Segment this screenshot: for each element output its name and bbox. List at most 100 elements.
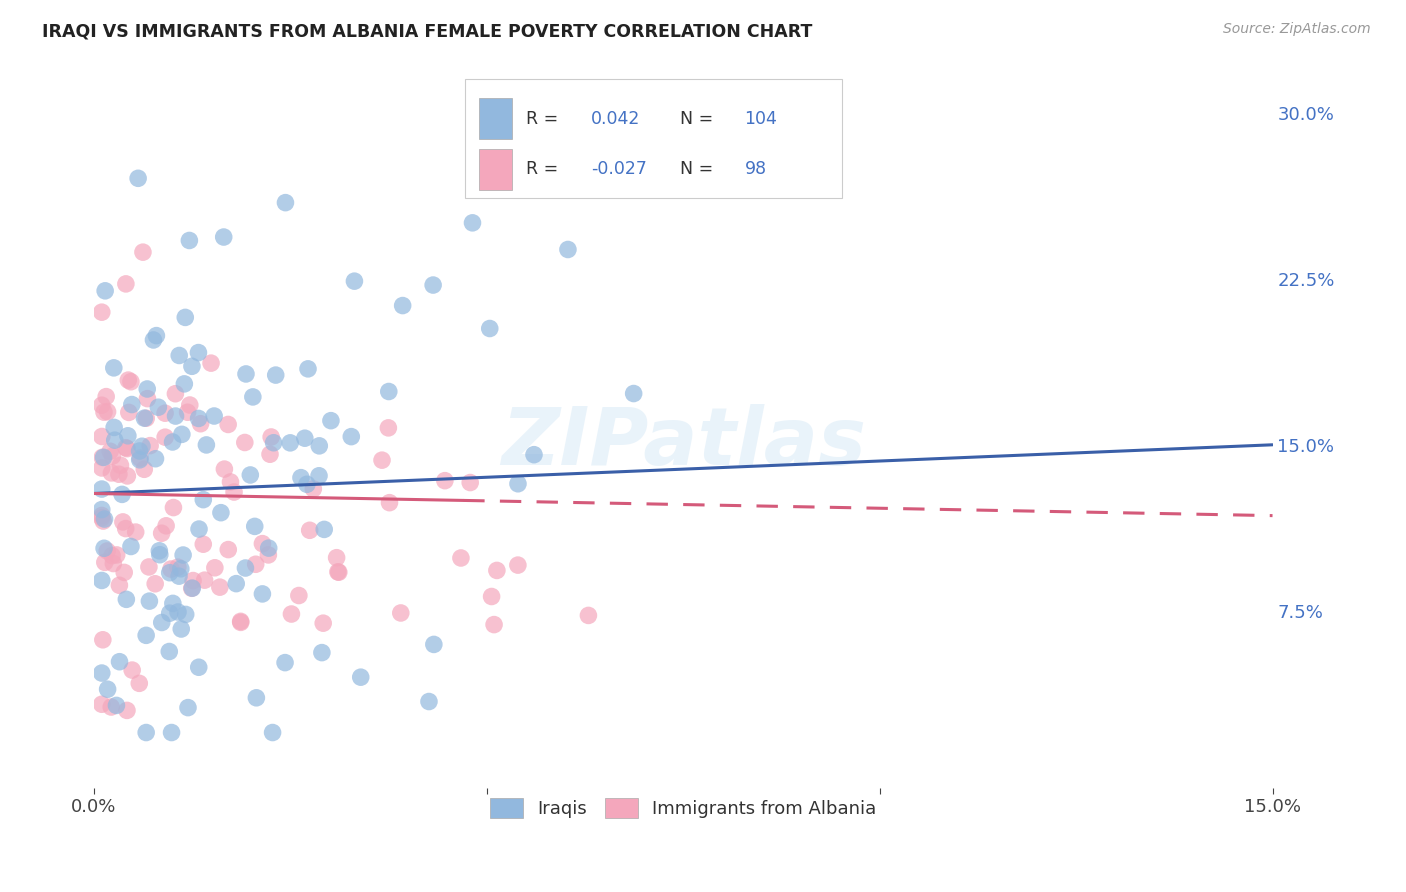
Point xyxy=(378,496,401,510)
Point xyxy=(167,569,190,583)
Point xyxy=(177,700,200,714)
Point xyxy=(93,541,115,556)
Point xyxy=(506,476,529,491)
Point xyxy=(93,512,115,526)
Point xyxy=(94,555,117,569)
Point xyxy=(166,560,188,574)
Point xyxy=(245,690,267,705)
Point xyxy=(319,414,342,428)
Point xyxy=(170,427,193,442)
Point xyxy=(187,660,209,674)
Point xyxy=(121,398,143,412)
Point xyxy=(134,462,156,476)
Point xyxy=(155,518,177,533)
Text: -0.027: -0.027 xyxy=(592,161,647,178)
Point xyxy=(263,435,285,450)
Point xyxy=(494,167,516,181)
Point xyxy=(450,551,472,566)
Point xyxy=(108,655,131,669)
Point xyxy=(112,566,135,580)
Point xyxy=(165,409,187,423)
FancyBboxPatch shape xyxy=(465,79,842,198)
Text: 98: 98 xyxy=(745,161,766,178)
Point xyxy=(264,368,287,383)
Point xyxy=(94,284,117,298)
Point xyxy=(105,548,128,562)
Point xyxy=(128,444,150,458)
Point xyxy=(235,561,257,575)
Point xyxy=(222,485,245,500)
Point xyxy=(193,537,215,551)
Point xyxy=(343,274,366,288)
Point xyxy=(162,500,184,515)
Point xyxy=(90,574,112,588)
Point xyxy=(110,458,132,473)
Point xyxy=(105,698,128,713)
Point xyxy=(193,492,215,507)
Point xyxy=(90,502,112,516)
Point xyxy=(482,617,505,632)
Point xyxy=(433,474,456,488)
Point xyxy=(90,482,112,496)
Point xyxy=(153,430,176,444)
Point xyxy=(128,676,150,690)
Point xyxy=(129,451,152,466)
Point xyxy=(159,566,181,580)
Point xyxy=(311,646,333,660)
Point xyxy=(623,386,645,401)
Point xyxy=(179,234,201,248)
Point xyxy=(208,580,231,594)
Point xyxy=(131,439,153,453)
Point xyxy=(104,433,127,447)
Point xyxy=(209,506,232,520)
Point xyxy=(103,557,125,571)
Point xyxy=(371,453,394,467)
Point xyxy=(229,615,252,630)
Point xyxy=(195,438,218,452)
Point xyxy=(100,700,122,714)
Point xyxy=(288,589,311,603)
Point xyxy=(308,468,330,483)
Point xyxy=(115,277,138,291)
Point xyxy=(298,523,321,537)
Point xyxy=(260,430,283,444)
Point xyxy=(134,411,156,425)
Point xyxy=(212,230,235,244)
Point xyxy=(461,216,484,230)
Point xyxy=(174,310,197,325)
Point xyxy=(173,376,195,391)
Point xyxy=(252,587,274,601)
Point xyxy=(115,441,138,455)
Point xyxy=(150,526,173,541)
Point xyxy=(117,469,139,483)
Point xyxy=(128,453,150,467)
Point xyxy=(458,475,481,490)
Point xyxy=(302,482,325,496)
Text: 0.042: 0.042 xyxy=(592,110,641,128)
Legend: Iraqis, Immigrants from Albania: Iraqis, Immigrants from Albania xyxy=(484,791,883,826)
Point xyxy=(523,448,546,462)
Point xyxy=(91,514,114,528)
Point xyxy=(243,519,266,533)
Point xyxy=(157,644,180,658)
Point xyxy=(325,550,347,565)
Point xyxy=(115,592,138,607)
Point xyxy=(136,392,159,406)
Point xyxy=(115,442,138,456)
Point xyxy=(174,607,197,622)
Point xyxy=(159,606,181,620)
Point xyxy=(314,523,336,537)
Point xyxy=(423,637,446,651)
Point xyxy=(217,542,239,557)
Point xyxy=(165,386,187,401)
Point xyxy=(295,477,318,491)
Point xyxy=(225,576,247,591)
Point xyxy=(103,360,125,375)
Point xyxy=(257,541,280,555)
Point xyxy=(143,576,166,591)
Point xyxy=(93,450,115,465)
Point xyxy=(90,666,112,681)
Point xyxy=(117,373,139,387)
Point xyxy=(242,390,264,404)
Point xyxy=(136,382,159,396)
